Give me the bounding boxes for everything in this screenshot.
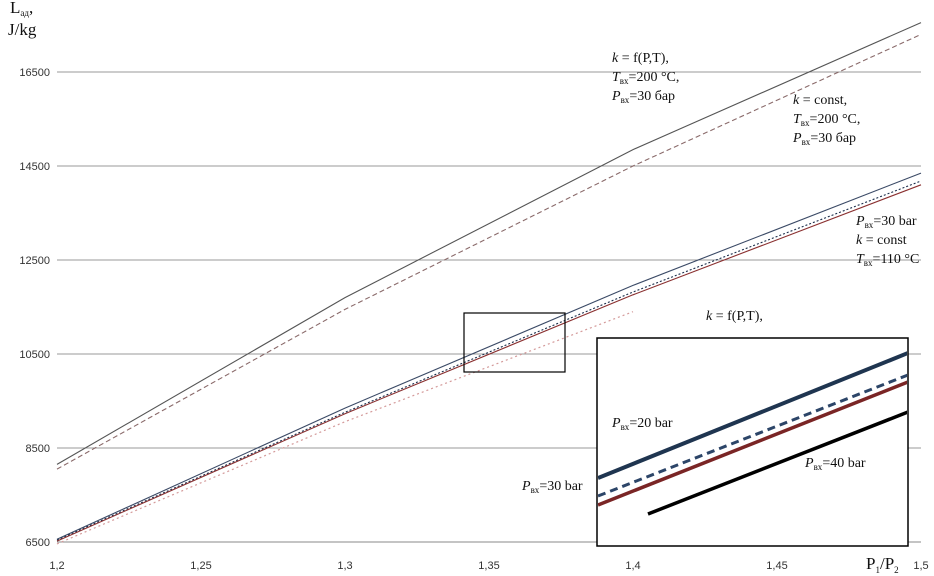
annotation-kfpt-200: k = f(P,T), Tвх=200 °C, Pвх=30 бар: [611, 51, 679, 105]
y-tick-labels: 6500 8500 10500 12500 14500 16500: [19, 67, 50, 549]
svg-text:Tвх=200 °C,: Tвх=200 °C,: [612, 70, 679, 86]
inset-line-1: [598, 351, 907, 480]
y-axis-unit: J/kg: [8, 20, 37, 39]
x-tick-label: 1,45: [766, 560, 787, 572]
inset-line-3: [598, 380, 907, 507]
series-line-6: [56, 311, 634, 545]
x-tick-label: 1,35: [478, 560, 499, 572]
x-axis-label: P1/P2: [866, 554, 899, 575]
x-tick-labels: 1,2 1,25 1,3 1,35 1,4 1,45 1,5: [49, 560, 928, 572]
series-line-4: [56, 180, 922, 541]
inset-line-2: [598, 373, 907, 498]
svg-text:Pвх=30 бар: Pвх=30 бар: [792, 131, 856, 147]
x-tick-label: 1,5: [913, 560, 928, 572]
x-tick-label: 1,4: [625, 560, 640, 572]
x-tick-label: 1,2: [49, 560, 64, 572]
y-tick-label: 6500: [26, 537, 50, 549]
zoom-box: [463, 312, 566, 373]
inset-lines: [598, 351, 907, 516]
svg-text:Tвх=110 °C: Tвх=110 °C: [856, 252, 919, 268]
y-tick-label: 10500: [19, 349, 50, 361]
inset-label-p20: Pвх=20 bar: [611, 416, 673, 432]
y-tick-label: 8500: [26, 443, 50, 455]
inset-line-4: [647, 410, 907, 516]
series-line-1: [56, 22, 922, 465]
annotation-p30-kconst-110: Pвх=30 bar k = const Tвх=110 °C: [855, 214, 919, 268]
inset-panel: [596, 337, 909, 547]
y-tick-label: 14500: [19, 161, 50, 173]
y-tick-label: 12500: [19, 255, 50, 267]
svg-text:k = f(P,T),: k = f(P,T),: [612, 51, 669, 66]
svg-text:Tвх=200 °C,: Tвх=200 °C,: [793, 112, 860, 128]
inset-label-p40: Pвх=40 bar: [804, 456, 866, 472]
series-line-5: [56, 184, 922, 542]
svg-text:Pвх=30 бар: Pвх=30 бар: [611, 89, 675, 105]
x-tick-label: 1,3: [337, 560, 352, 572]
y-axis-label: Lад,: [10, 0, 33, 18]
y-tick-label: 16500: [19, 67, 50, 79]
annotation-kconst-200: k = const, Tвх=200 °C, Pвх=30 бар: [792, 93, 860, 147]
inset-title: k = f(P,T),: [706, 309, 763, 324]
svg-text:k = const: k = const: [856, 233, 907, 248]
x-tick-label: 1,25: [190, 560, 211, 572]
series-line-2: [56, 33, 922, 470]
svg-text:Pвх=30 bar: Pвх=30 bar: [855, 214, 917, 230]
series-line-3: [56, 172, 922, 540]
series-lines: [56, 22, 922, 545]
svg-text:k = const,: k = const,: [793, 93, 847, 108]
left-label-p30: Pвх=30 bar: [521, 479, 583, 495]
